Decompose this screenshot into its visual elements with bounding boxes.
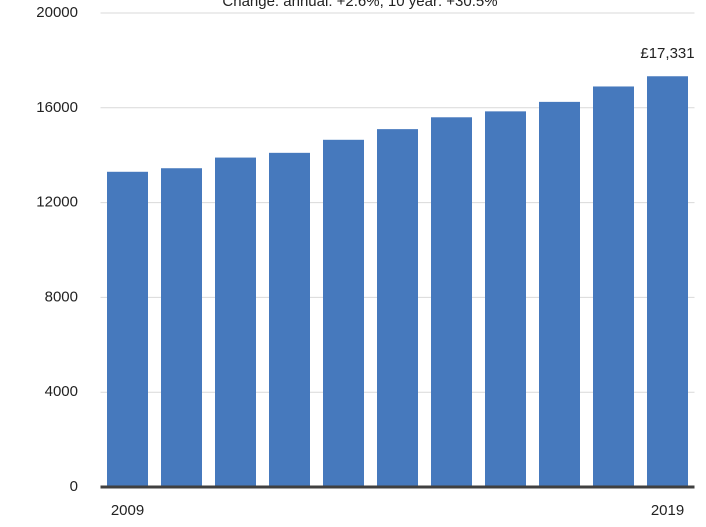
x-tick-label: 2019 bbox=[651, 502, 684, 519]
bar bbox=[161, 168, 202, 488]
y-tick-label: 20000 bbox=[36, 4, 78, 21]
bar bbox=[377, 129, 418, 487]
data-label: £17,331 bbox=[640, 45, 694, 62]
chart-subtitle: Change: annual: +2.6%, 10 year: +30.5% bbox=[222, 0, 497, 10]
y-tick-label: 12000 bbox=[36, 194, 78, 211]
y-tick-label: 0 bbox=[70, 478, 78, 495]
bar bbox=[323, 139, 364, 488]
bar bbox=[269, 152, 310, 487]
y-tick-label: 16000 bbox=[36, 99, 78, 116]
bar bbox=[431, 117, 472, 487]
bar bbox=[215, 157, 256, 487]
bar bbox=[485, 111, 526, 487]
x-tick-label: 2009 bbox=[111, 502, 144, 519]
y-tick-label: 4000 bbox=[45, 383, 78, 400]
bar bbox=[593, 86, 634, 487]
bar bbox=[647, 76, 688, 487]
bar bbox=[107, 171, 148, 488]
bar bbox=[539, 101, 580, 487]
y-tick-label: 8000 bbox=[45, 288, 78, 305]
